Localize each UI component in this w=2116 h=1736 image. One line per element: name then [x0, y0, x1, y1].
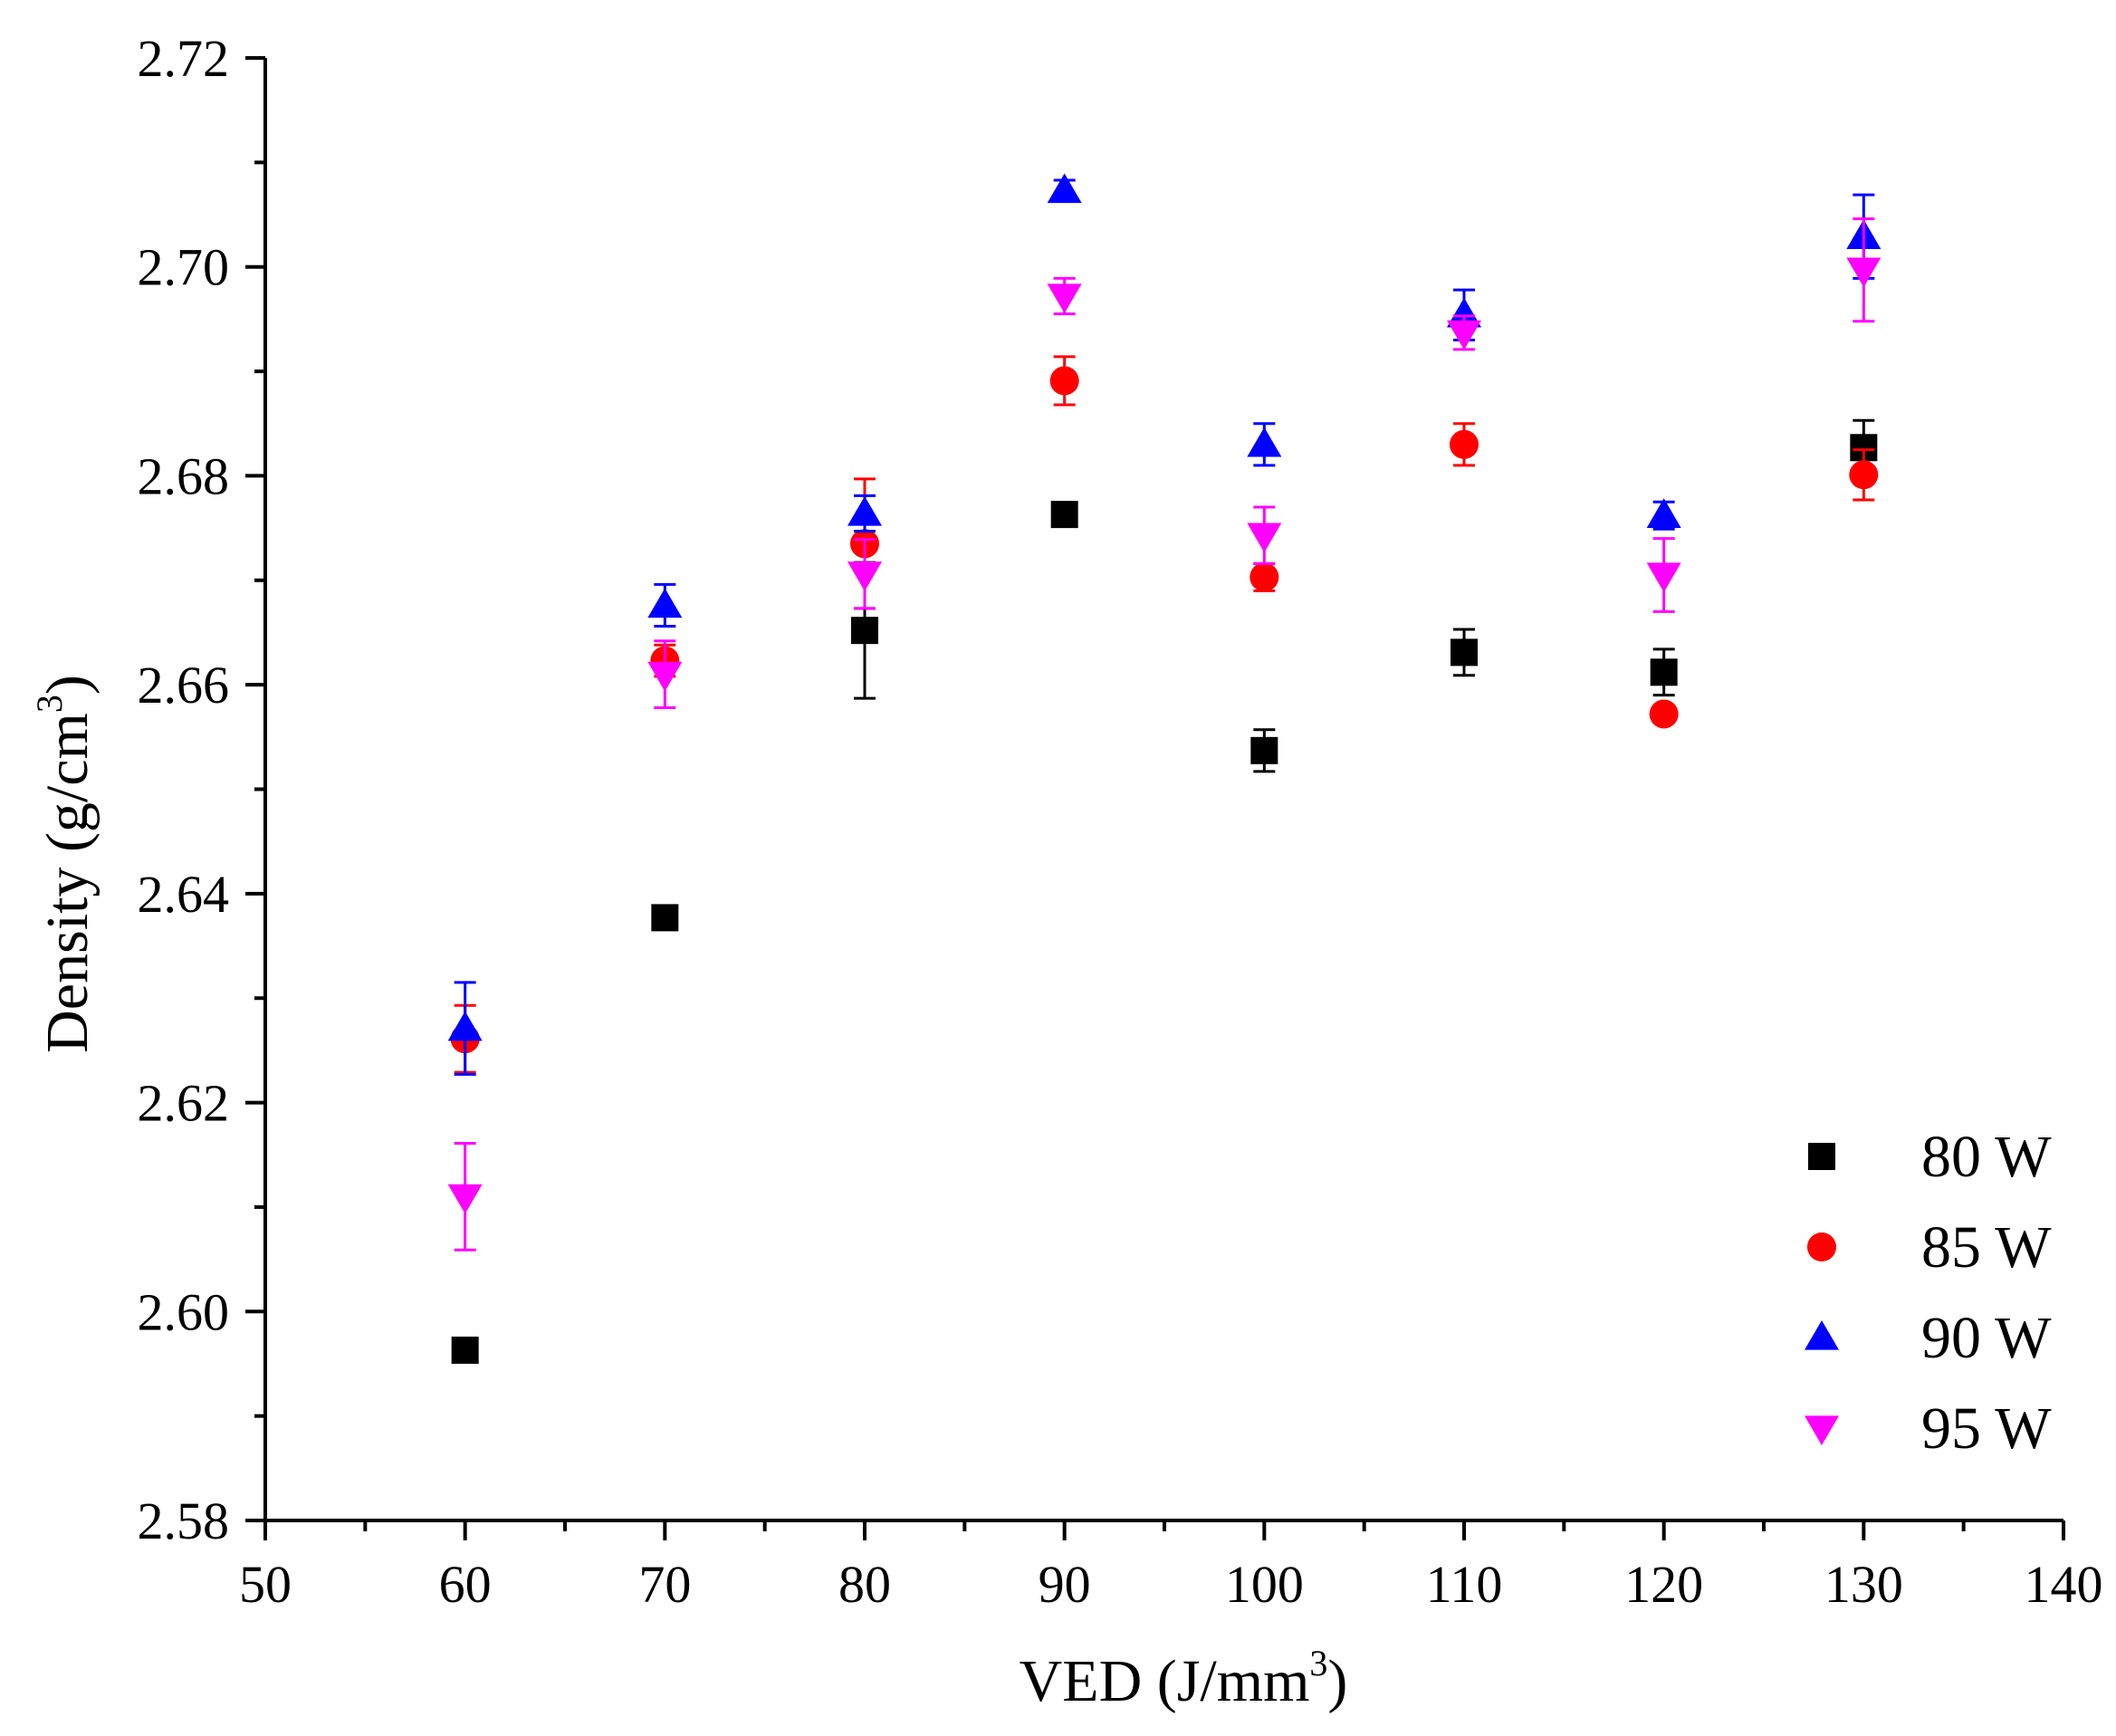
series-80-w	[451, 418, 1878, 1364]
data-point	[1450, 429, 1479, 459]
x-tick-label: 110	[1426, 1555, 1503, 1614]
x-tick-label: 70	[638, 1555, 691, 1614]
legend-marker	[1805, 1415, 1839, 1445]
data-point	[1050, 501, 1078, 529]
x-tick-label: 90	[1039, 1555, 1091, 1614]
data-point	[1646, 498, 1681, 528]
y-tick-label: 2.70	[138, 238, 230, 297]
legend: 80 W 85 W 90 W 95 W	[1805, 1124, 2052, 1462]
x-axis-title: VED (J/mm3)	[1020, 1643, 1348, 1714]
data-point	[647, 588, 683, 619]
series-85-w	[450, 355, 1879, 1074]
data-point	[851, 617, 878, 645]
data-point	[447, 1011, 483, 1041]
data-point	[1846, 257, 1881, 288]
data-point	[1049, 366, 1079, 396]
legend-marker	[1805, 1320, 1839, 1350]
data-point	[1447, 297, 1481, 328]
y-tick-label: 2.60	[138, 1282, 230, 1341]
data-point	[1047, 173, 1082, 204]
y-tick-label: 2.62	[138, 1074, 230, 1133]
data-point	[1646, 562, 1681, 593]
data-point	[451, 1336, 479, 1364]
x-tick-label: 100	[1225, 1555, 1304, 1614]
data-point	[1649, 699, 1679, 729]
legend-label: 85 W	[1921, 1214, 2052, 1280]
data-point	[1447, 320, 1481, 350]
data-point	[847, 561, 882, 591]
data-point	[1047, 283, 1082, 314]
y-axis-title: Density (g/cm3)	[29, 675, 101, 1053]
data-point	[447, 1184, 483, 1214]
x-tick-label: 130	[1824, 1555, 1903, 1614]
y-tick-label: 2.64	[138, 865, 230, 924]
data-point	[1849, 460, 1879, 490]
data-point	[647, 661, 683, 692]
x-tick-label: 60	[439, 1555, 492, 1614]
legend-label: 95 W	[1921, 1396, 2052, 1462]
data-point	[1650, 658, 1678, 686]
legend-label: 90 W	[1921, 1305, 2052, 1371]
legend-marker	[1808, 1143, 1835, 1170]
y-tick-label: 2.68	[138, 446, 230, 505]
data-point	[1247, 523, 1282, 553]
data-point	[1250, 736, 1278, 764]
y-tick-label: 2.72	[138, 29, 230, 88]
data-point	[1451, 638, 1478, 667]
x-tick-label: 120	[1624, 1555, 1703, 1614]
data-point	[1247, 427, 1282, 457]
y-tick-label: 2.58	[138, 1491, 230, 1550]
x-tick-label: 140	[2025, 1555, 2103, 1614]
axes: 50 60 70 80 90 100 110 120 130 140 2.58 2.60 2.62 2.6…	[138, 29, 2103, 1614]
legend-marker	[1807, 1232, 1836, 1261]
data-marks	[447, 173, 1881, 1364]
series-90-w	[447, 173, 1881, 1076]
x-tick-label: 50	[239, 1555, 292, 1614]
series-95-w	[447, 217, 1881, 1252]
x-tick-label: 80	[838, 1555, 891, 1614]
data-point	[651, 904, 679, 932]
data-point	[847, 495, 882, 526]
legend-label: 80 W	[1921, 1124, 2052, 1190]
data-point	[1249, 562, 1279, 592]
y-tick-label: 2.66	[138, 656, 230, 715]
